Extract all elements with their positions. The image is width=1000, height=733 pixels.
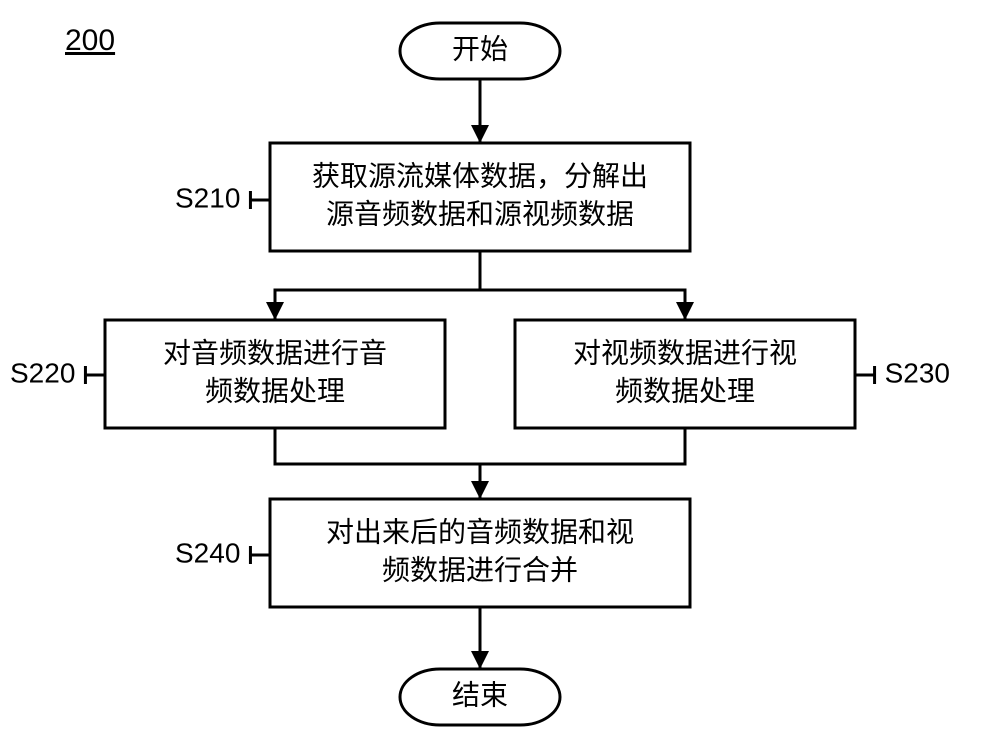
edge-segment <box>480 428 685 499</box>
edge-segment <box>275 428 480 499</box>
node-end-text-line-0: 结束 <box>452 679 508 710</box>
node-start: 开始 <box>400 23 560 79</box>
node-s240-text-line-0: 对出来后的音频数据和视 <box>326 516 634 547</box>
step-label-s240: S240 <box>175 537 240 568</box>
node-s220-text-line-1: 频数据处理 <box>205 375 345 406</box>
node-s230-text-line-0: 对视频数据进行视 <box>573 337 797 368</box>
node-s220-text-line-0: 对音频数据进行音 <box>163 337 387 368</box>
node-s230-text-line-1: 频数据处理 <box>615 375 755 406</box>
node-s230: 对视频数据进行视频数据处理 <box>515 320 855 428</box>
node-end: 结束 <box>400 669 560 725</box>
node-s240: 对出来后的音频数据和视频数据进行合并 <box>270 499 690 607</box>
node-s210-text-line-1: 源音频数据和源视频数据 <box>326 198 634 229</box>
node-s240-text-line-1: 频数据进行合并 <box>382 554 578 585</box>
step-label-s220: S220 <box>10 357 75 388</box>
edge-segment <box>275 251 480 320</box>
node-s210-text-line-0: 获取源流媒体数据，分解出 <box>312 160 648 191</box>
edge-segment <box>480 251 685 320</box>
node-start-text-line-0: 开始 <box>452 33 508 64</box>
node-s210: 获取源流媒体数据，分解出源音频数据和源视频数据 <box>270 143 690 251</box>
figure-number: 200 <box>65 24 115 57</box>
step-label-s230: S230 <box>885 357 950 388</box>
node-s220: 对音频数据进行音频数据处理 <box>105 320 445 428</box>
step-label-s210: S210 <box>175 182 240 213</box>
flowchart-canvas: 200开始获取源流媒体数据，分解出源音频数据和源视频数据对音频数据进行音频数据处… <box>0 0 1000 733</box>
